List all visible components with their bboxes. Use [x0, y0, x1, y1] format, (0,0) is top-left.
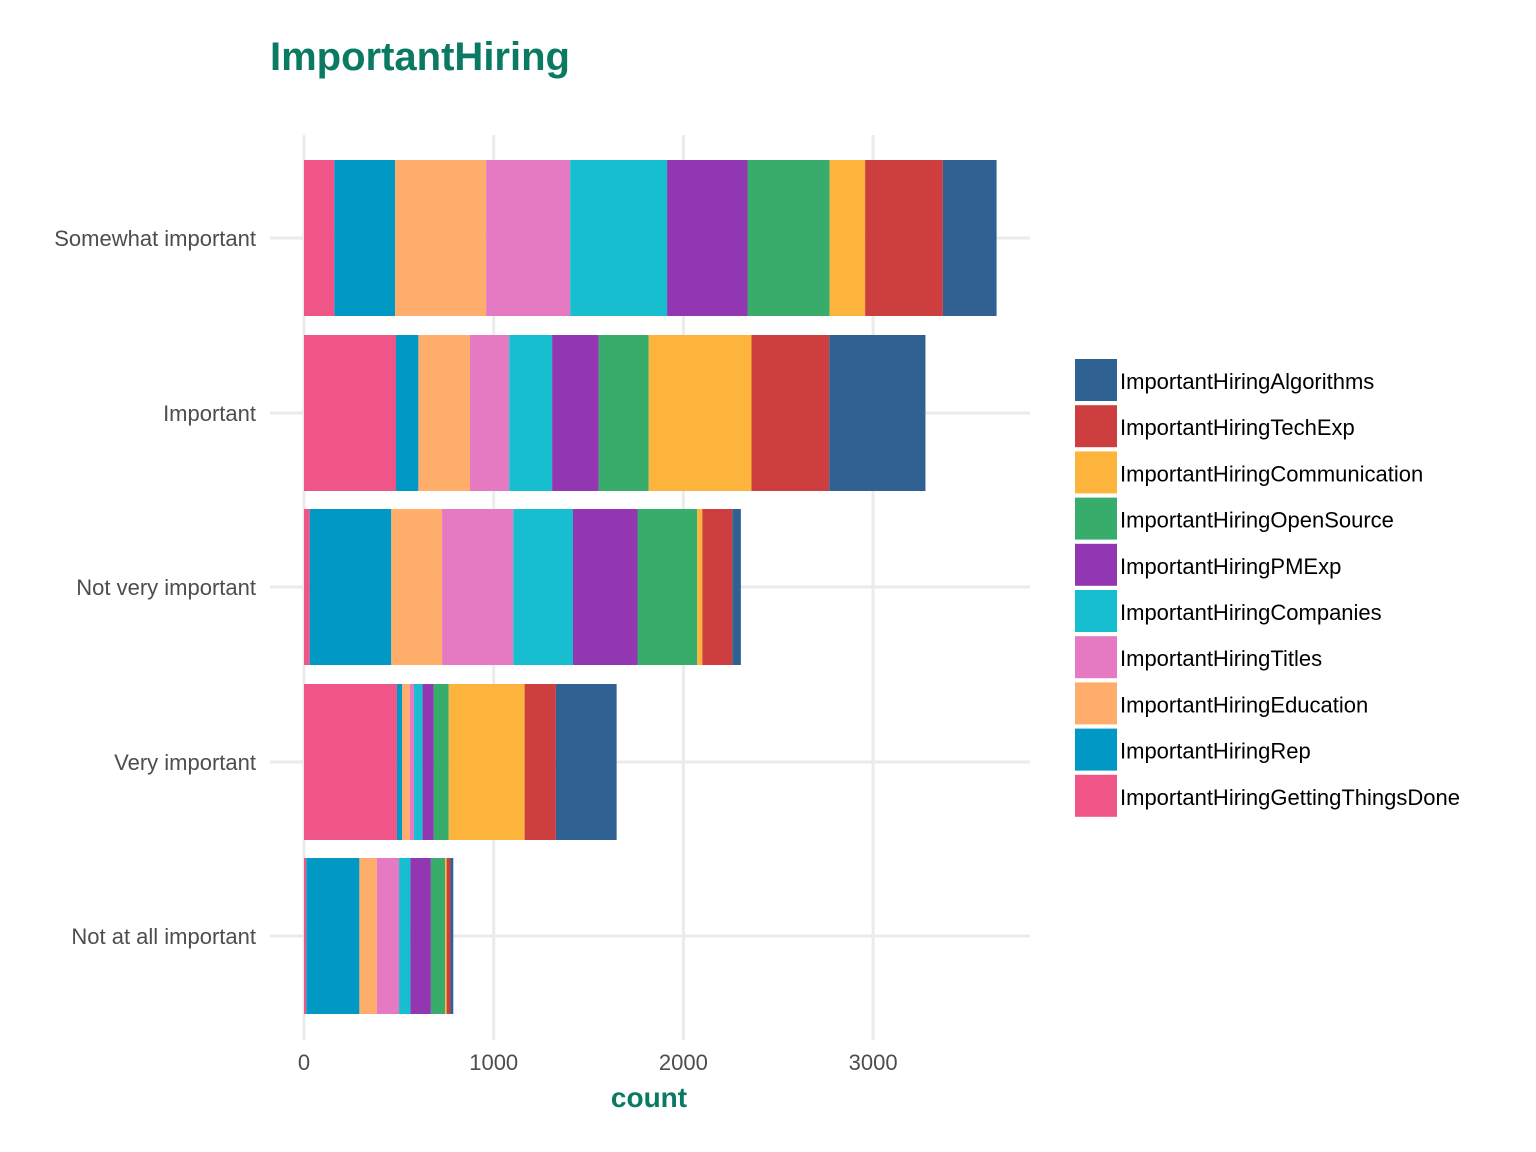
bar-1-8 [751, 335, 830, 491]
bar-3-7 [448, 684, 525, 840]
legend-label-2: ImportantHiringCommunication [1120, 461, 1423, 486]
bar-2-3 [442, 509, 514, 665]
x-axis-label: count [611, 1082, 687, 1113]
bar-4-7 [445, 858, 447, 1014]
bar-0-1 [334, 160, 396, 316]
legend-swatch-9 [1075, 774, 1117, 817]
bar-2-0 [304, 509, 310, 665]
y-tick-label-1: Important [163, 401, 256, 426]
bar-0-2 [395, 160, 487, 316]
bar-2-9 [732, 509, 741, 665]
bar-4-8 [446, 858, 451, 1014]
bar-0-6 [747, 160, 830, 316]
legend-label-5: ImportantHiringCompanies [1120, 600, 1382, 625]
legend-swatch-6 [1075, 636, 1117, 679]
y-tick-label-2: Not very important [76, 575, 256, 600]
bar-0-5 [667, 160, 748, 316]
bar-3-9 [555, 684, 617, 840]
bar-0-8 [865, 160, 943, 316]
bar-0-4 [570, 160, 668, 316]
bar-3-8 [524, 684, 556, 840]
legend-swatch-1 [1075, 405, 1117, 448]
legend-swatch-5 [1075, 590, 1117, 632]
bar-2-4 [513, 509, 573, 665]
bar-4-4 [399, 858, 411, 1014]
bar-1-3 [469, 335, 510, 491]
x-tick-label-0: 0 [298, 1050, 310, 1075]
bar-3-3 [409, 684, 415, 840]
bar-3-4 [414, 684, 423, 840]
bar-1-1 [396, 335, 419, 491]
bar-1-7 [648, 335, 752, 491]
bar-0-7 [829, 160, 866, 316]
legend-swatch-2 [1075, 451, 1117, 494]
legend-swatch-7 [1075, 682, 1117, 725]
legend-label-0: ImportantHiringAlgorithms [1120, 369, 1374, 394]
legend-label-7: ImportantHiringEducation [1120, 692, 1368, 717]
legend-label-6: ImportantHiringTitles [1120, 646, 1322, 671]
bar-2-6 [637, 509, 698, 665]
bar-2-1 [309, 509, 392, 665]
legend-label-4: ImportantHiringPMExp [1120, 554, 1341, 579]
legend: ImportantHiringAlgorithms ImportantHiring… [1075, 359, 1460, 817]
legend-swatch-4 [1075, 543, 1117, 586]
x-tick-label-1: 1000 [469, 1050, 518, 1075]
bar-0-9 [942, 160, 997, 316]
y-tick-label-3: Very important [114, 750, 256, 775]
bar-4-5 [410, 858, 431, 1014]
y-axis-tick-labels: Somewhat important Important Not very impo… [54, 226, 256, 949]
bar-2-7 [697, 509, 703, 665]
bar-1-6 [598, 335, 649, 491]
bar-0-3 [486, 160, 571, 316]
x-tick-label-2: 2000 [659, 1050, 708, 1075]
bar-2-2 [391, 509, 443, 665]
bar-4-0 [304, 858, 307, 1014]
y-tick-label-0: Somewhat important [54, 226, 256, 251]
bar-4-1 [306, 858, 360, 1014]
y-tick-label-4: Not at all important [71, 924, 256, 949]
bar-1-5 [552, 335, 599, 491]
stacked-bars [304, 160, 997, 1014]
bar-4-3 [376, 858, 400, 1014]
legend-swatch-8 [1075, 728, 1117, 771]
bar-1-9 [829, 335, 926, 491]
legend-label-3: ImportantHiringOpenSource [1120, 508, 1394, 533]
bar-3-0 [304, 684, 397, 840]
bar-4-9 [450, 858, 454, 1014]
chart-title: ImportantHiring [270, 35, 570, 79]
bar-1-0 [304, 335, 397, 491]
bar-1-2 [418, 335, 470, 491]
bar-1-4 [509, 335, 553, 491]
x-axis-tick-labels: 0 1000 2000 3000 [298, 1050, 898, 1075]
bar-3-2 [402, 684, 410, 840]
legend-label-8: ImportantHiringRep [1120, 739, 1311, 764]
bar-3-1 [396, 684, 403, 840]
bar-4-2 [359, 858, 377, 1014]
legend-label-1: ImportantHiringTechExp [1120, 415, 1355, 440]
bar-2-8 [702, 509, 733, 665]
legend-swatch-3 [1075, 497, 1117, 540]
legend-swatch-0 [1075, 359, 1117, 401]
bar-3-5 [422, 684, 434, 840]
bar-4-6 [430, 858, 446, 1014]
bar-2-5 [572, 509, 638, 665]
bar-0-0 [304, 160, 335, 316]
x-tick-label-3: 3000 [849, 1050, 898, 1075]
bar-3-6 [433, 684, 449, 840]
legend-label-9: ImportantHiringGettingThingsDone [1120, 785, 1460, 810]
